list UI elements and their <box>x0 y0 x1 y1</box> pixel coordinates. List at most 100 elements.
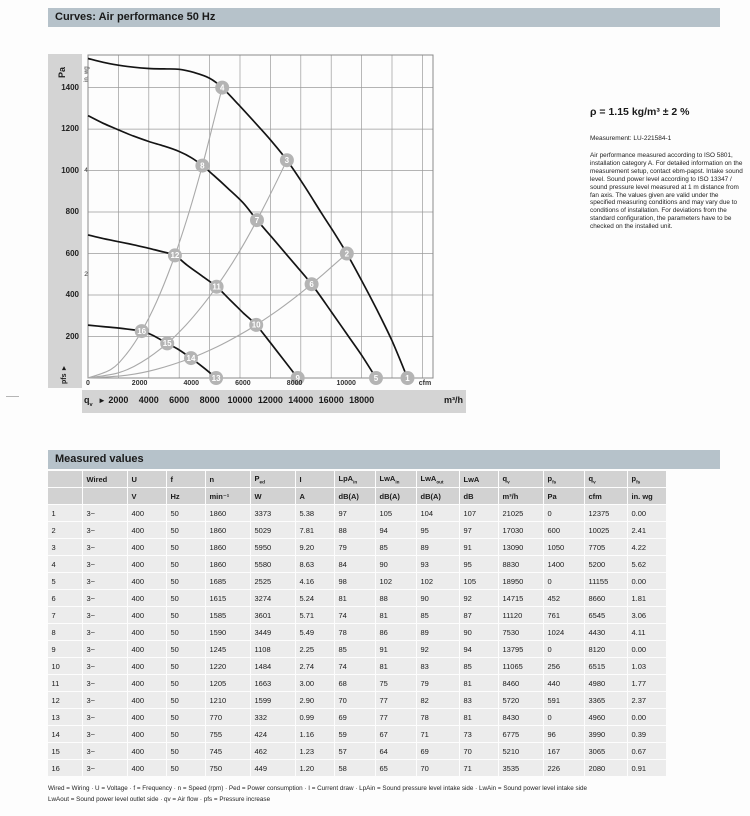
table-cell: 1245 <box>205 641 250 657</box>
table-cell: 591 <box>543 692 584 708</box>
table-cell: 83 <box>459 692 498 708</box>
table-cell: 50 <box>166 522 205 538</box>
svg-text:5: 5 <box>374 374 379 383</box>
svg-text:7: 7 <box>255 216 260 225</box>
column-header: LpAin <box>334 471 375 487</box>
table-cell: 4 <box>47 556 82 572</box>
table-cell: 11155 <box>584 573 627 589</box>
table-cell: 78 <box>416 709 459 725</box>
m3h-tick-4000: 4000 <box>138 395 159 405</box>
table-cell: 8830 <box>498 556 543 572</box>
table-cell: 8 <box>47 624 82 640</box>
table-cell: 4980 <box>584 675 627 691</box>
table-cell: 81 <box>375 607 416 623</box>
table-cell: 1.23 <box>295 743 334 759</box>
table-cell: 600 <box>543 522 584 538</box>
table-cell: 13 <box>47 709 82 725</box>
column-header: Wired <box>82 471 127 487</box>
table-cell: 105 <box>459 573 498 589</box>
table-cell: 1860 <box>205 556 250 572</box>
table-cell: 89 <box>416 539 459 555</box>
table-cell: 5.71 <box>295 607 334 623</box>
table-cell: 1 <box>47 505 82 521</box>
table-cell: 91 <box>375 641 416 657</box>
table-cell: 1860 <box>205 505 250 521</box>
table-row: 6 3~ 400 50 1615 3274 5.24 81 88 90 92 14715 452 8660… <box>47 590 666 606</box>
table-cell: 95 <box>459 556 498 572</box>
table-cell: 57 <box>334 743 375 759</box>
table-cell: 1585 <box>205 607 250 623</box>
table-cell: 8.63 <box>295 556 334 572</box>
table-cell: 5.24 <box>295 590 334 606</box>
table-cell: 1108 <box>250 641 295 657</box>
svg-text:4: 4 <box>220 83 225 92</box>
column-unit: V <box>127 488 166 504</box>
table-cell: 70 <box>416 760 459 776</box>
m3h-tick-10000: 10000 <box>227 395 253 405</box>
column-header: LwAin <box>375 471 416 487</box>
table-cell: 2.74 <box>295 658 334 674</box>
table-cell: 78 <box>334 624 375 640</box>
table-cell: 400 <box>127 709 166 725</box>
system-curve-c <box>87 253 348 379</box>
table-cell: 400 <box>127 743 166 759</box>
table-cell: 50 <box>166 658 205 674</box>
table-cell: 400 <box>127 607 166 623</box>
table-cell: 400 <box>127 539 166 555</box>
m3h-tick-16000: 16000 <box>318 395 344 405</box>
plot-frame <box>87 54 434 379</box>
table-cell: 89 <box>416 624 459 640</box>
table-cell: 85 <box>459 658 498 674</box>
table-cell: 11065 <box>498 658 543 674</box>
plot-area: 1 2 3 4 5 6 7 8 9 10 11 12 13 14 15 16 <box>87 54 434 385</box>
table-cell: 67 <box>375 726 416 742</box>
table-cell: 4960 <box>584 709 627 725</box>
table-cell: 50 <box>166 505 205 521</box>
table-cell: 256 <box>543 658 584 674</box>
table-cell: 3~ <box>82 743 127 759</box>
table-cell: 79 <box>416 675 459 691</box>
svg-text:8: 8 <box>200 161 205 170</box>
table-cell: 0 <box>543 641 584 657</box>
table-cell: 91 <box>459 539 498 555</box>
table-cell: 462 <box>250 743 295 759</box>
table-cell: 81 <box>375 658 416 674</box>
m3h-tick-8000: 8000 <box>199 395 220 405</box>
table-cell: 3~ <box>82 658 127 674</box>
table-cell: 77 <box>375 709 416 725</box>
table-cell: 5.62 <box>627 556 666 572</box>
pa-tick-200: 200 <box>65 331 79 341</box>
table-cell: 3~ <box>82 556 127 572</box>
table-cell: 3~ <box>82 624 127 640</box>
table-cell: 50 <box>166 624 205 640</box>
table-cell: 400 <box>127 675 166 691</box>
table-cell: 400 <box>127 522 166 538</box>
table-cell: 6 <box>47 590 82 606</box>
column-unit: dB(A) <box>334 488 375 504</box>
table-cell: 1.20 <box>295 760 334 776</box>
cfm-tick-2000: 2000 <box>131 380 148 387</box>
fold-mark <box>6 396 19 397</box>
table-cell: 92 <box>459 590 498 606</box>
table-cell: 1.03 <box>627 658 666 674</box>
pressure-axis-strip <box>48 54 82 388</box>
table-cell: 400 <box>127 590 166 606</box>
table-cell: 332 <box>250 709 295 725</box>
fan-curve-2 <box>87 114 377 379</box>
column-header: qv <box>498 471 543 487</box>
table-cell: 86 <box>375 624 416 640</box>
air-density-note: ρ = 1.15 kg/m³ ± 2 % <box>590 106 690 118</box>
m3h-tick-6000: 6000 <box>169 395 190 405</box>
table-cell: 1210 <box>205 692 250 708</box>
table-cell: 64 <box>375 743 416 759</box>
table-cell: 50 <box>166 590 205 606</box>
table-cell: 3~ <box>82 675 127 691</box>
system-curve-b <box>87 159 288 379</box>
table-cell: 88 <box>375 590 416 606</box>
cfm-tick-8000: 8000 <box>286 380 303 387</box>
table-cell: 83 <box>416 658 459 674</box>
table-cell: 5950 <box>250 539 295 555</box>
pa-tick-600: 600 <box>65 248 79 258</box>
table-cell: 10025 <box>584 522 627 538</box>
